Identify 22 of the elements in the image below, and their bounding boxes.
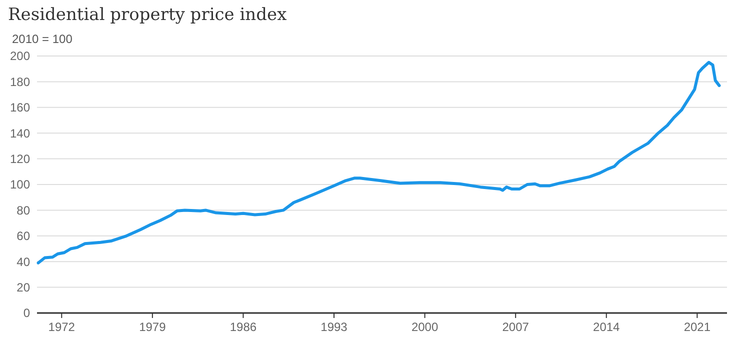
line-series xyxy=(36,60,721,264)
x-tick-label: 2000 xyxy=(411,320,438,334)
y-tick-label: 100 xyxy=(10,178,30,192)
y-tick-label: 0 xyxy=(23,306,30,320)
y-tick-label: 60 xyxy=(16,229,30,244)
y-tick-label: 120 xyxy=(10,152,30,166)
x-tick-label: 2021 xyxy=(684,320,711,334)
y-tick-label: 180 xyxy=(10,74,30,89)
y-tick-label: 20 xyxy=(16,280,30,294)
y-tick-label: 160 xyxy=(10,100,30,115)
y-tick-label: 80 xyxy=(16,203,30,218)
x-tick-label: 2007 xyxy=(502,320,530,334)
x-tick-label: 1986 xyxy=(230,320,257,334)
x-tick-label: 2014 xyxy=(593,320,620,334)
x-tick-label: 1972 xyxy=(48,320,76,334)
y-tick-label: 140 xyxy=(10,126,30,140)
y-tick-label: 40 xyxy=(16,254,30,269)
y-axis-title: 2010 = 100 xyxy=(12,32,73,46)
chart-title: Residential property price index xyxy=(8,5,288,25)
y-tick-label: 200 xyxy=(10,49,30,64)
x-tick-label: 1979 xyxy=(139,320,166,334)
x-tick-label: 1993 xyxy=(320,320,348,334)
